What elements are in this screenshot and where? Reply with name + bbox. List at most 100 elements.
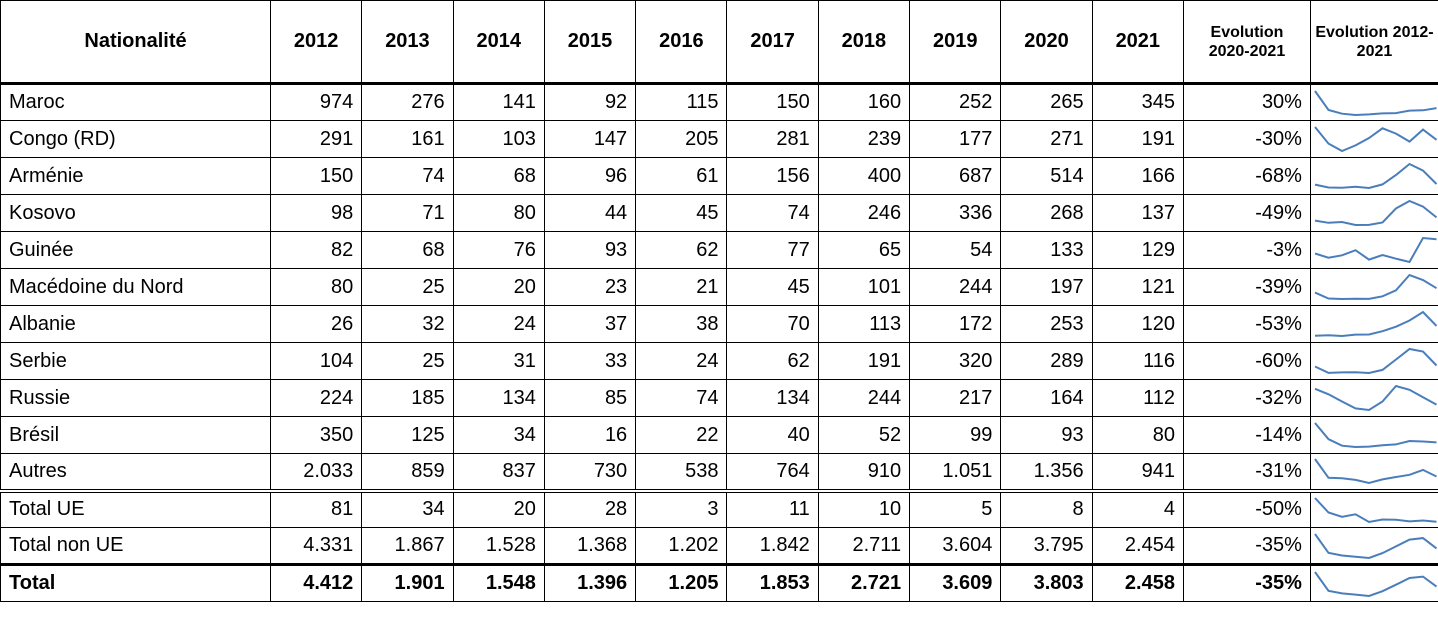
value-cell: -35%: [1182, 527, 1311, 565]
value-cell: 37: [543, 305, 637, 343]
value-cell: 5: [909, 488, 1002, 528]
value-cell: 74: [635, 379, 728, 417]
header-cell: 2012: [269, 0, 363, 85]
value-cell: -50%: [1182, 488, 1311, 528]
value-cell: 514: [1000, 157, 1093, 195]
header-row: Nationalité 2012 2013 2014 2015 2016 2017 2018 2…: [0, 0, 1438, 85]
value-cell: 1.368: [543, 527, 637, 565]
value-cell: 217: [909, 379, 1002, 417]
value-cell: 22: [635, 416, 728, 454]
value-cell: 191: [817, 342, 911, 380]
sparkline-cell: [1309, 231, 1438, 269]
value-cell: 400: [817, 157, 911, 195]
value-cell: 93: [543, 231, 637, 269]
value-cell: 2.711: [817, 527, 911, 565]
value-cell: 244: [909, 268, 1002, 306]
header-cell: 2020: [1000, 0, 1093, 85]
sparkline: [1314, 126, 1438, 153]
table-row: Russie 224 185 134 85 74 134 244 217 164 112 -32%: [0, 379, 1438, 417]
value-cell: 166: [1091, 157, 1184, 195]
sparkline: [1314, 458, 1437, 485]
value-cell: 71: [361, 194, 454, 232]
value-cell: 40: [726, 416, 819, 454]
value-cell: 161: [361, 120, 454, 158]
row-label: Autres: [0, 453, 271, 491]
value-cell: 265: [1000, 83, 1093, 121]
value-cell: 4.412: [269, 563, 363, 602]
sparkline-path: [1314, 497, 1437, 523]
value-cell: 350: [269, 416, 363, 454]
value-cell: -39%: [1182, 268, 1311, 306]
value-cell: 125: [361, 416, 454, 454]
sparkline-cell: [1309, 342, 1438, 380]
value-cell: 96: [543, 157, 637, 195]
sparkline-cell: [1309, 453, 1438, 491]
value-cell: 837: [452, 453, 545, 491]
value-cell: 4.331: [269, 527, 363, 565]
sparkline-path: [1314, 458, 1437, 485]
sparkline: [1314, 422, 1437, 449]
sparkline-path: [1314, 310, 1438, 338]
value-cell: 38: [635, 305, 728, 343]
value-cell: 121: [1091, 268, 1184, 306]
row-label: Kosovo: [0, 194, 271, 232]
value-cell: 52: [817, 416, 911, 454]
value-cell: 25: [361, 268, 454, 306]
row-label: Total UE: [0, 488, 271, 528]
value-cell: 99: [909, 416, 1002, 454]
value-cell: 68: [361, 231, 454, 269]
sparkline-path: [1314, 347, 1438, 375]
value-cell: 65: [817, 231, 911, 269]
value-cell: 246: [817, 194, 911, 232]
value-cell: 26: [269, 305, 363, 343]
value-cell: 147: [543, 120, 637, 158]
row-label: Russie: [0, 379, 271, 417]
value-cell: 23: [543, 268, 637, 306]
table-row: Maroc 974 276 141 92 115 150 160 252 265 345 30%: [0, 83, 1438, 121]
table-row: Serbie 104 25 31 33 24 62 191 320 289 116 -60%: [0, 342, 1438, 380]
value-cell: 2.458: [1091, 563, 1184, 602]
value-cell: 134: [452, 379, 545, 417]
value-cell: 244: [817, 379, 911, 417]
value-cell: 345: [1091, 83, 1184, 121]
value-cell: 81: [269, 488, 363, 528]
value-cell: 8: [1000, 488, 1093, 528]
value-cell: 11: [726, 488, 819, 528]
row-label: Guinée: [0, 231, 271, 269]
row-label: Arménie: [0, 157, 271, 195]
sparkline: [1314, 310, 1438, 338]
value-cell: 113: [817, 305, 911, 343]
sparkline: [1314, 532, 1438, 559]
sparkline: [1314, 89, 1437, 116]
value-cell: 177: [909, 120, 1002, 158]
value-cell: 80: [452, 194, 545, 232]
sparkline-cell: [1309, 488, 1438, 528]
sparkline-cell: [1309, 157, 1438, 195]
value-cell: 276: [361, 83, 454, 121]
value-cell: 68: [452, 157, 545, 195]
value-cell: 1.548: [452, 563, 545, 602]
sparkline: [1314, 236, 1437, 264]
value-cell: 191: [1091, 120, 1184, 158]
value-cell: 80: [1091, 416, 1184, 454]
value-cell: 32: [361, 305, 454, 343]
header-cell: Evolution 2012-2021: [1309, 0, 1438, 85]
sparkline-path: [1314, 570, 1438, 597]
value-cell: 93: [1000, 416, 1093, 454]
header-cell: 2015: [543, 0, 637, 85]
row-label: Total non UE: [0, 527, 271, 565]
value-cell: 1.842: [726, 527, 819, 565]
value-cell: 28: [543, 488, 637, 528]
value-cell: 1.396: [543, 563, 637, 602]
sparkline-path: [1314, 89, 1437, 116]
value-cell: -30%: [1182, 120, 1311, 158]
sparkline-cell: [1309, 563, 1438, 602]
value-cell: 291: [269, 120, 363, 158]
value-cell: 129: [1091, 231, 1184, 269]
value-cell: 941: [1091, 453, 1184, 491]
value-cell: -68%: [1182, 157, 1311, 195]
value-cell: 1.853: [726, 563, 819, 602]
sparkline: [1314, 199, 1438, 227]
value-cell: 156: [726, 157, 819, 195]
value-cell: 239: [817, 120, 911, 158]
